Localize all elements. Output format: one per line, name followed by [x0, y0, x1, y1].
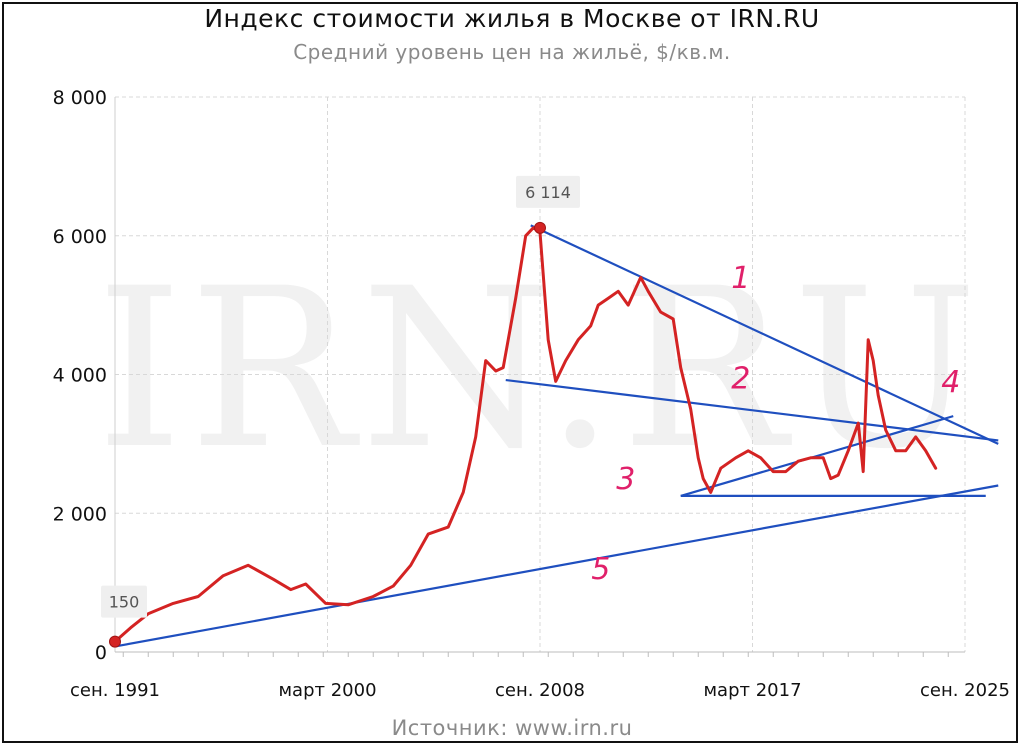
- trend-line-1: [530, 224, 999, 445]
- hand-label-1: 1: [731, 261, 750, 296]
- hand-label-2: 2: [731, 361, 750, 396]
- annotation-label: 6 114: [525, 183, 571, 202]
- source-note: Источник: www.irn.ru: [391, 716, 633, 740]
- annotation-box: [516, 175, 580, 208]
- watermark-text: IRN.RU: [96, 241, 984, 497]
- chart-subtitle: Средний уровень цен на жильё, $/кв.м.: [293, 40, 731, 64]
- price-series-line: [113, 226, 938, 644]
- x-tick-label: март 2000: [278, 680, 376, 701]
- x-tick-label: март 2017: [703, 680, 801, 701]
- hand-label-4: 4: [941, 365, 960, 400]
- annotation-point: [534, 221, 546, 234]
- annotation-label: 150: [109, 593, 140, 612]
- annotation-point: [109, 635, 121, 648]
- trend-line-5: [114, 484, 999, 648]
- y-tick-label: 0: [95, 642, 107, 664]
- y-tick-label: 2 000: [53, 503, 107, 525]
- annotation-box: [101, 585, 147, 618]
- trend-line-4: [680, 415, 954, 497]
- x-tick-label: сен. 2008: [495, 680, 585, 701]
- hand-label-5: 5: [591, 552, 610, 587]
- x-tick-label: сен. 2025: [920, 680, 1010, 701]
- y-tick-label: 4 000: [53, 365, 107, 387]
- hand-label-3: 3: [616, 462, 635, 497]
- chart-title: Индекс стоимости жилья в Москве от IRN.R…: [204, 4, 820, 33]
- trend-line-2: [505, 378, 999, 442]
- y-tick-label: 6 000: [53, 226, 107, 248]
- x-tick-label: сен. 1991: [70, 680, 160, 701]
- y-tick-label: 8 000: [53, 87, 107, 109]
